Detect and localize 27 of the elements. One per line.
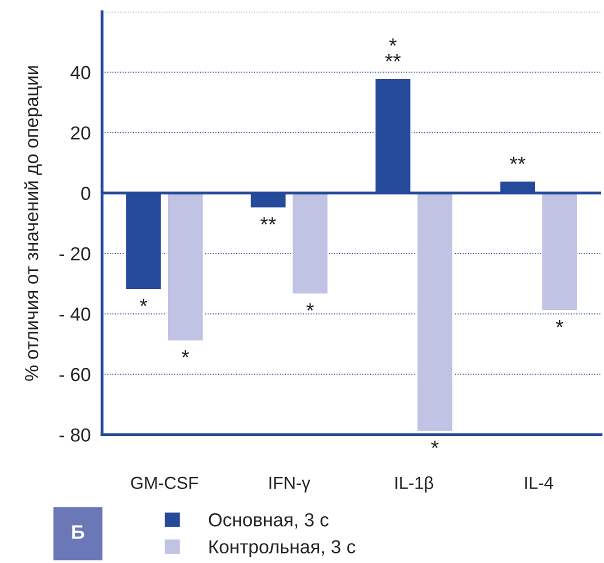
y-tick-label: - 40 bbox=[59, 308, 90, 321]
annotation: * bbox=[306, 303, 314, 311]
legend-label: Основная, 3 с bbox=[208, 513, 329, 529]
bar bbox=[416, 192, 454, 432]
text: Б bbox=[72, 525, 84, 539]
x-tick-label: IL-4 bbox=[525, 476, 554, 489]
y-axis-title: % отличия от значений до операции bbox=[24, 66, 42, 381]
bar bbox=[166, 192, 204, 342]
y-tick-label: - 80 bbox=[59, 428, 90, 442]
x-tick-label: IFN-γ bbox=[270, 476, 310, 492]
y-tick-label: - 20 bbox=[59, 247, 90, 260]
x-tick-label: GM-CSF bbox=[131, 476, 198, 490]
x-tick-label: IL-1β bbox=[396, 476, 434, 492]
annotation: * bbox=[431, 440, 439, 448]
y-tick-label: - 60 bbox=[59, 368, 90, 382]
annotation: ** bbox=[260, 217, 276, 225]
y-tick-label: 40 bbox=[70, 66, 90, 80]
annotation: * bbox=[556, 320, 564, 328]
annotation: ** bbox=[510, 156, 526, 164]
bar bbox=[291, 192, 329, 295]
legend-label: Контрольная, 3 с bbox=[210, 540, 356, 558]
y-tick-label: 20 bbox=[71, 126, 90, 140]
annotation: * ** bbox=[385, 38, 401, 62]
annotation: * bbox=[140, 298, 148, 306]
annotation: * bbox=[182, 350, 190, 358]
bar bbox=[540, 192, 578, 312]
y-tick-label: 0 bbox=[81, 186, 90, 200]
